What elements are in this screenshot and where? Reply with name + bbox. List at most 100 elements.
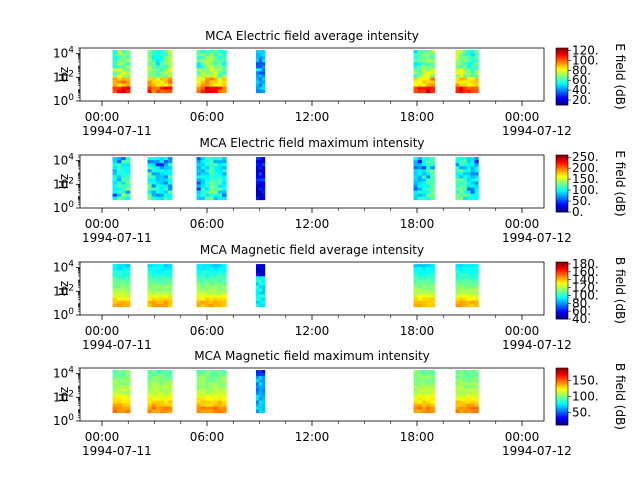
heatmap-cell	[459, 53, 464, 57]
heatmap-cell	[151, 74, 157, 78]
heatmap-cell	[205, 184, 210, 188]
heatmap-cell	[112, 400, 118, 404]
heatmap-cell	[167, 285, 173, 289]
heatmap-cell	[256, 196, 260, 201]
heatmap-cell	[463, 166, 468, 170]
heatmap-cell	[217, 190, 223, 195]
heatmap-cell	[196, 303, 202, 308]
heatmap-cell	[466, 406, 472, 411]
heatmap-cell	[463, 53, 468, 57]
heatmap-cell	[455, 163, 460, 167]
heatmap-cell	[474, 385, 479, 389]
heatmap-cell	[205, 285, 210, 289]
heatmap-cell	[466, 184, 472, 188]
colorbar-segment	[556, 375, 568, 377]
heatmap-cell	[463, 403, 468, 408]
heatmap-cell	[209, 190, 214, 195]
heatmap-cell	[121, 403, 127, 408]
colorbar: 20.40.60.80.100.120. E field (dB)	[555, 43, 627, 110]
heatmap-cell	[205, 53, 210, 57]
heatmap-cell	[217, 89, 223, 94]
heatmap-cell	[167, 196, 173, 201]
panel-title: MCA Magnetic field average intensity	[200, 243, 424, 257]
heatmap-cell	[217, 300, 223, 305]
heatmap-cell	[256, 83, 260, 88]
x-date-label: 1994-07-11	[82, 338, 152, 352]
heatmap-cell	[200, 62, 206, 66]
heatmap-cell	[147, 172, 152, 176]
heatmap-cell	[116, 303, 122, 308]
heatmap-cell	[430, 172, 435, 176]
heatmap-cell	[116, 291, 122, 295]
heatmap-cell	[125, 59, 131, 63]
colorbar-segment	[556, 306, 568, 309]
heatmap-cell	[222, 89, 227, 94]
heatmap-cell	[413, 406, 419, 411]
heatmap-cell	[258, 166, 263, 170]
colorbar-tick-label: 100.	[572, 288, 599, 302]
heatmap-cell	[147, 178, 152, 182]
heatmap-cell	[196, 190, 202, 195]
colorbar-segment	[556, 402, 568, 405]
heatmap-cell	[413, 276, 419, 280]
spectrogram-block	[256, 157, 266, 201]
heatmap-cell	[474, 178, 479, 182]
heatmap-cell	[159, 65, 165, 69]
heatmap-cell	[112, 187, 118, 191]
heatmap-cell	[466, 193, 472, 198]
heatmap-cell	[459, 157, 464, 161]
heatmap-cell	[213, 282, 219, 286]
heatmap-cell	[470, 190, 475, 195]
heatmap-cell	[200, 394, 206, 398]
heatmap-cell	[421, 89, 427, 94]
x-tick-label: 12:00	[295, 324, 330, 338]
spectrogram-block	[455, 264, 479, 308]
colorbar-tick-label: 120.	[572, 281, 599, 295]
heatmap-cell	[463, 175, 468, 179]
heatmap-cell	[430, 56, 435, 60]
heatmap-cell	[413, 285, 419, 289]
heatmap-cell	[196, 56, 202, 60]
heatmap-cell	[413, 175, 419, 179]
heatmap-cell	[459, 71, 464, 75]
heatmap-cell	[200, 409, 206, 414]
heatmap-cell	[470, 397, 475, 401]
heatmap-cell	[209, 163, 214, 167]
heatmap-cell	[463, 181, 468, 185]
heatmap-cell	[421, 267, 427, 271]
heatmap-cell	[121, 397, 127, 401]
heatmap-cell	[474, 181, 479, 185]
heatmap-cell	[155, 288, 161, 292]
heatmap-cell	[421, 56, 427, 60]
colorbar-segment	[556, 83, 568, 86]
heatmap-cell	[121, 59, 127, 63]
heatmap-cell	[426, 62, 431, 66]
heatmap-cell	[159, 279, 165, 283]
heatmap-cell	[258, 68, 263, 72]
heatmap-cell	[474, 297, 479, 302]
heatmap-cell	[167, 86, 173, 91]
heatmap-cell	[147, 285, 152, 289]
heatmap-cell	[413, 400, 419, 404]
heatmap-cell	[196, 406, 202, 411]
heatmap-cell	[217, 184, 223, 188]
heatmap-cell	[426, 282, 431, 286]
heatmap-cell	[466, 394, 472, 398]
heatmap-cell	[163, 65, 169, 69]
heatmap-cell	[455, 379, 460, 383]
heatmap-cell	[421, 193, 427, 198]
heatmap-cell	[159, 178, 165, 182]
heatmap-cell	[261, 282, 266, 286]
heatmap-cell	[430, 77, 435, 81]
colorbar-segment	[556, 203, 568, 206]
heatmap-cell	[258, 303, 263, 308]
heatmap-cell	[413, 181, 419, 185]
heatmap-cell	[125, 288, 131, 292]
heatmap-cell	[155, 181, 161, 185]
heatmap-cell	[430, 382, 435, 386]
heatmap-cell	[455, 190, 460, 195]
heatmap-cell	[125, 291, 131, 295]
heatmap-cell	[159, 282, 165, 286]
heatmap-cell	[121, 86, 127, 91]
heatmap-cell	[125, 56, 131, 60]
